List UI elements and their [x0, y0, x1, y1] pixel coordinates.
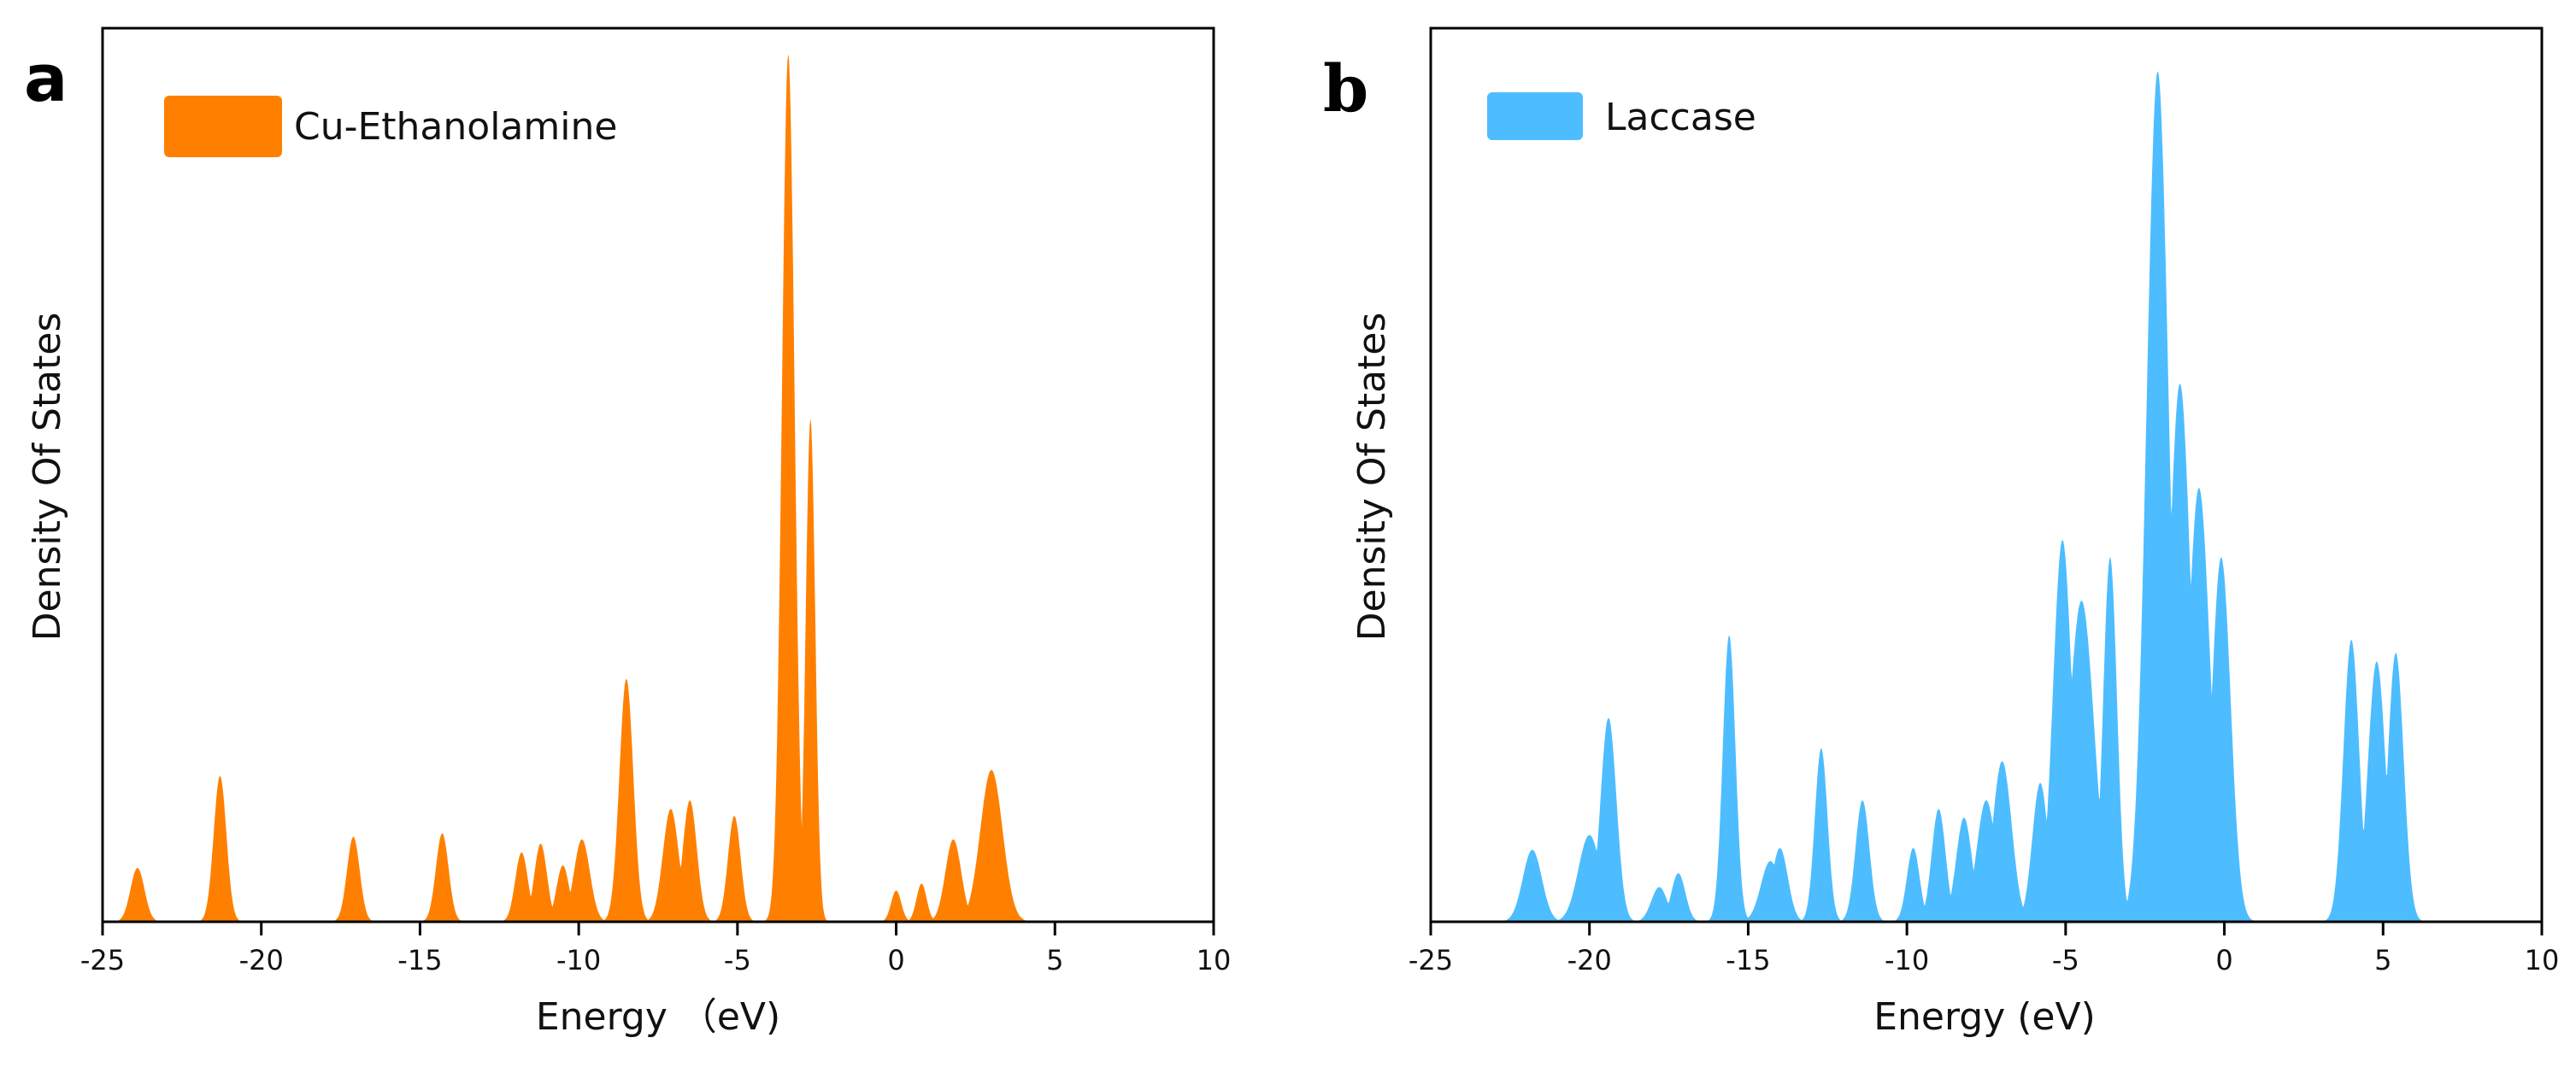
panel-a-y-axis-label: Density Of States	[26, 313, 69, 642]
panel-a-legend-swatch	[164, 96, 282, 157]
plot-frame	[101, 26, 1215, 923]
x-tick-label: -15	[397, 944, 442, 976]
series-area-cu-ethanolamine	[103, 54, 1214, 922]
x-tick-label: -10	[556, 944, 601, 976]
panel-b-y-axis-label: Density Of States	[1350, 313, 1394, 642]
panel-b-letter: b	[1323, 50, 1368, 126]
panel-b: b -25 -20 -15 -10 -5 0 5 10 Density Of States E…	[1323, 26, 2560, 1039]
x-tick-label: -20	[239, 944, 284, 976]
x-tick-label: -25	[1409, 944, 1453, 976]
x-tick-label: 0	[2215, 944, 2232, 976]
panel-a-letter: a	[24, 40, 68, 116]
x-tick-label: -5	[2052, 944, 2079, 976]
x-tick-label: 0	[887, 944, 904, 976]
panel-a-legend-label: Cu-Ethanolamine	[294, 105, 617, 149]
x-tick-label: -15	[1726, 944, 1770, 976]
series-area-laccase	[1431, 71, 2542, 923]
x-tick-label: 10	[2525, 944, 2560, 976]
x-tick-label: -20	[1567, 944, 1612, 976]
panel-b-x-axis-label: Energy (eV)	[1873, 995, 2096, 1039]
panel-b-legend-label: Laccase	[1605, 96, 1756, 139]
x-tick-label: -25	[80, 944, 125, 976]
x-tick-label: -10	[1885, 944, 1929, 976]
panel-a: a -25 -20 -15 -10 -5 0 5 10 Density Of States E…	[24, 26, 1232, 1039]
panel-b-legend-swatch	[1487, 92, 1583, 140]
x-tick-label: 5	[2374, 944, 2391, 976]
x-tick-label: 10	[1197, 944, 1232, 976]
panel-a-x-axis-label: Energy （eV)	[536, 995, 780, 1039]
x-tick-label: -5	[724, 944, 751, 976]
x-tick-label: 5	[1046, 944, 1063, 976]
plot-frame	[1429, 26, 2544, 923]
